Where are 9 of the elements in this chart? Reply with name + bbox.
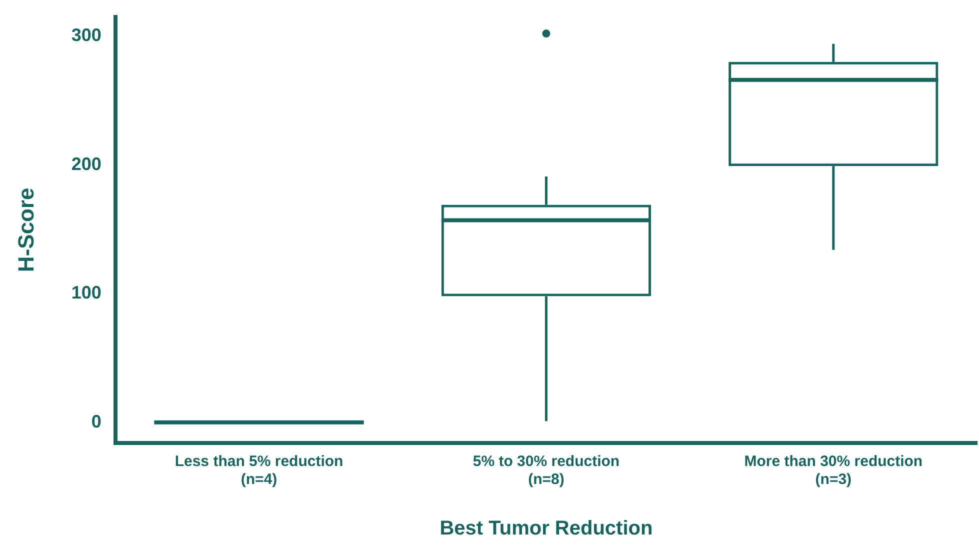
y-tick-label: 200 bbox=[71, 154, 102, 174]
y-tick-label: 300 bbox=[71, 25, 102, 46]
y-axis-title: H-Score bbox=[13, 188, 38, 272]
y-tick-label: 100 bbox=[71, 282, 102, 303]
y-tick-label: 0 bbox=[91, 411, 102, 432]
x-tick-label: More than 30% reduction (n=3) bbox=[744, 453, 923, 488]
x-tick-label: Less than 5% reduction (n=4) bbox=[174, 453, 344, 488]
x-tick-label: 5% to 30% reduction (n=8) bbox=[472, 453, 620, 488]
x-axis-title: Best Tumor Reduction bbox=[440, 518, 653, 540]
